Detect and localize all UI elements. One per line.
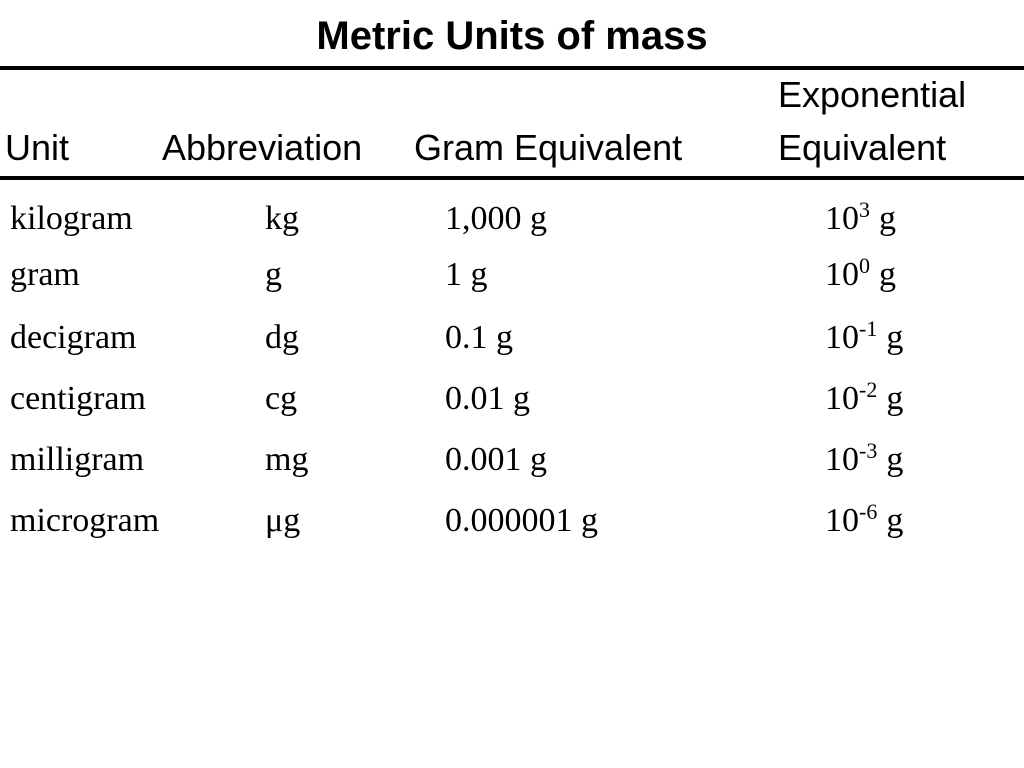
table-cell: 1 g — [445, 256, 488, 293]
table-cell: centigram — [10, 380, 146, 417]
table-cell: 100 g — [825, 253, 896, 294]
header-rule — [0, 176, 1024, 180]
exponent: 3 — [859, 197, 870, 222]
table-cell: 10-2 g — [825, 377, 904, 418]
table-cell: kg — [265, 200, 299, 237]
table-cell: 10-6 g — [825, 499, 904, 540]
table-cell: microgram — [10, 502, 160, 539]
column-header: Unit — [5, 127, 70, 168]
base: 10 — [825, 256, 859, 293]
table-cell: 10-3 g — [825, 438, 904, 479]
unit: g — [886, 319, 904, 356]
table-cell: 0.000001 g — [445, 502, 598, 539]
table-cell: decigram — [10, 319, 137, 356]
column-header: Gram Equivalent — [414, 127, 683, 168]
unit: g — [886, 441, 904, 478]
exponent: 0 — [859, 253, 870, 278]
table-cell: μg — [265, 502, 301, 539]
table-cell: milligram — [10, 441, 145, 478]
table-cell: mg — [265, 441, 309, 478]
column-header: Abbreviation — [162, 127, 363, 168]
unit: g — [879, 200, 896, 237]
unit: g — [879, 256, 896, 293]
table-cell: 0.001 g — [445, 441, 547, 478]
exponent: -3 — [859, 438, 878, 463]
column-header: Exponential Equivalent — [778, 74, 967, 168]
table-cell: kilogram — [10, 200, 133, 237]
table-cell: 10-1 g — [825, 316, 904, 357]
base: 10 — [825, 441, 859, 478]
exponent: -6 — [859, 499, 878, 524]
top-rule — [0, 66, 1024, 70]
unit: g — [886, 380, 904, 417]
table-cell: 103 g — [825, 197, 896, 238]
table-cell: cg — [265, 380, 298, 417]
base: 10 — [825, 502, 859, 539]
exponent: -1 — [859, 316, 878, 341]
title: Metric Units of mass — [316, 14, 708, 58]
base: 10 — [825, 380, 859, 417]
exponent: -2 — [859, 377, 878, 402]
base: 10 — [825, 200, 859, 237]
table-cell: g — [265, 256, 282, 293]
table-cell: gram — [10, 256, 80, 293]
table-cell: 0.01 g — [445, 380, 530, 417]
unit: g — [886, 502, 904, 539]
table-cell: dg — [265, 319, 299, 356]
base: 10 — [825, 319, 859, 356]
table-cell: 1,000 g — [445, 200, 547, 237]
table-cell: 0.1 g — [445, 319, 513, 356]
